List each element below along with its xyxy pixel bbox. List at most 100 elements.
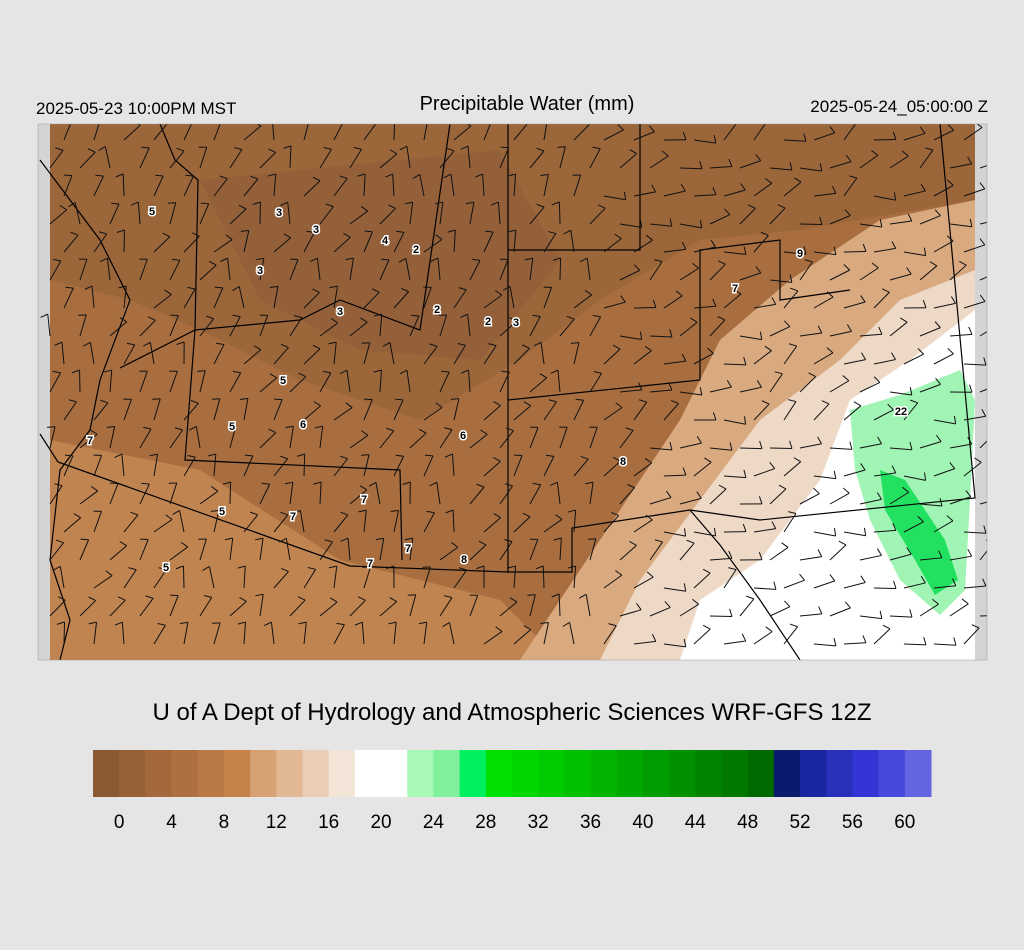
barb-flag — [357, 173, 366, 177]
barb-flag — [283, 145, 292, 149]
barb-flag — [284, 481, 293, 485]
barb-flag — [447, 229, 456, 233]
barb-shaft — [829, 607, 851, 617]
map-value-label: 2 — [434, 304, 440, 316]
barb-shaft — [753, 528, 776, 533]
barb-shaft — [469, 260, 481, 281]
barb-shaft — [633, 131, 655, 141]
barb-shaft — [723, 251, 746, 255]
barb-shaft — [450, 174, 455, 197]
barb-flag — [536, 147, 545, 152]
barb-flag — [364, 230, 373, 233]
barb-shaft — [93, 402, 109, 421]
barb-flag — [98, 231, 107, 235]
barb-shaft — [393, 510, 400, 533]
barb-flag — [411, 314, 420, 317]
barb-flag — [892, 522, 897, 531]
barb-shaft — [813, 643, 836, 647]
barb-flag — [545, 454, 554, 457]
barb-shaft — [753, 403, 770, 421]
barb-flag — [838, 540, 847, 546]
colorbar-swatch — [302, 750, 330, 797]
barb-flag — [141, 146, 150, 149]
barb-flag — [180, 541, 188, 548]
barb-flag — [388, 621, 397, 625]
barb-flag — [910, 399, 918, 404]
map-value-label: 3 — [257, 265, 263, 277]
barb-flag — [611, 512, 619, 517]
barb-shaft — [363, 124, 377, 141]
barb-shaft — [783, 290, 799, 309]
barb-flag — [147, 316, 156, 321]
barb-shaft — [633, 462, 653, 477]
barb-shaft — [513, 405, 532, 421]
barb-shaft — [679, 267, 699, 281]
barb-flag — [88, 596, 96, 602]
barb-shaft — [91, 286, 95, 309]
barb-shaft — [693, 194, 716, 197]
barb-flag — [302, 119, 310, 120]
barb-flag — [307, 567, 316, 570]
barb-shaft — [104, 146, 111, 169]
barb-flag — [90, 429, 98, 435]
barb-flag — [114, 453, 123, 458]
barb-flag — [441, 370, 450, 373]
barb-flag — [645, 514, 653, 521]
barb-shaft — [79, 433, 98, 449]
barb-flag — [983, 525, 987, 534]
barb-flag — [717, 316, 726, 321]
barb-shaft — [379, 208, 396, 225]
barb-shaft — [453, 289, 467, 309]
barb-flag — [774, 371, 783, 375]
barb-shaft — [213, 124, 221, 141]
barb-flag — [826, 347, 834, 354]
barb-shaft — [393, 399, 404, 421]
barb-shaft — [289, 259, 299, 281]
barb-flag — [73, 513, 81, 519]
barb-shaft — [933, 419, 956, 425]
barb-shaft — [453, 344, 466, 365]
barb-shaft — [783, 626, 799, 645]
barb-flag — [879, 219, 883, 228]
barb-shaft — [363, 454, 370, 477]
barb-flag — [293, 509, 301, 515]
barb-flag — [395, 454, 404, 457]
colorbar-swatch — [93, 750, 120, 797]
barb-flag — [669, 329, 673, 338]
barb-flag — [267, 173, 276, 177]
barb-flag — [551, 201, 560, 206]
barb-shaft — [829, 215, 851, 225]
barb-flag — [280, 567, 289, 572]
barb-shaft — [349, 148, 362, 169]
barb-flag — [661, 150, 669, 157]
barb-flag — [995, 378, 1000, 384]
barb-shaft — [319, 206, 334, 225]
barb-flag — [306, 230, 315, 234]
barb-flag — [953, 415, 957, 424]
colorbar-tick-label: 44 — [685, 812, 707, 833]
barb-flag — [339, 455, 348, 460]
barb-flag — [80, 538, 89, 541]
barb-flag — [934, 321, 941, 328]
borders — [39, 124, 976, 660]
colorbar-swatch — [459, 750, 487, 797]
barb-shaft — [169, 482, 178, 505]
barb-flag — [615, 402, 623, 408]
map-value-label: 7 — [367, 558, 373, 570]
barb-shaft — [649, 389, 672, 393]
barb-shaft — [903, 132, 926, 141]
barb-flag — [361, 454, 370, 456]
barb-flag — [114, 621, 123, 626]
barb-flag — [460, 145, 469, 150]
barb-flag — [493, 456, 501, 462]
barb-shaft — [889, 615, 912, 618]
barb-flag — [713, 135, 717, 144]
barb-shaft — [919, 441, 942, 449]
barb-shaft — [753, 182, 773, 197]
barb-flag — [718, 484, 727, 490]
barb-flag — [585, 481, 594, 485]
barb-flag — [764, 345, 772, 352]
barb-flag — [507, 229, 516, 233]
barb-flag — [860, 295, 866, 303]
barb-flag — [191, 232, 200, 237]
